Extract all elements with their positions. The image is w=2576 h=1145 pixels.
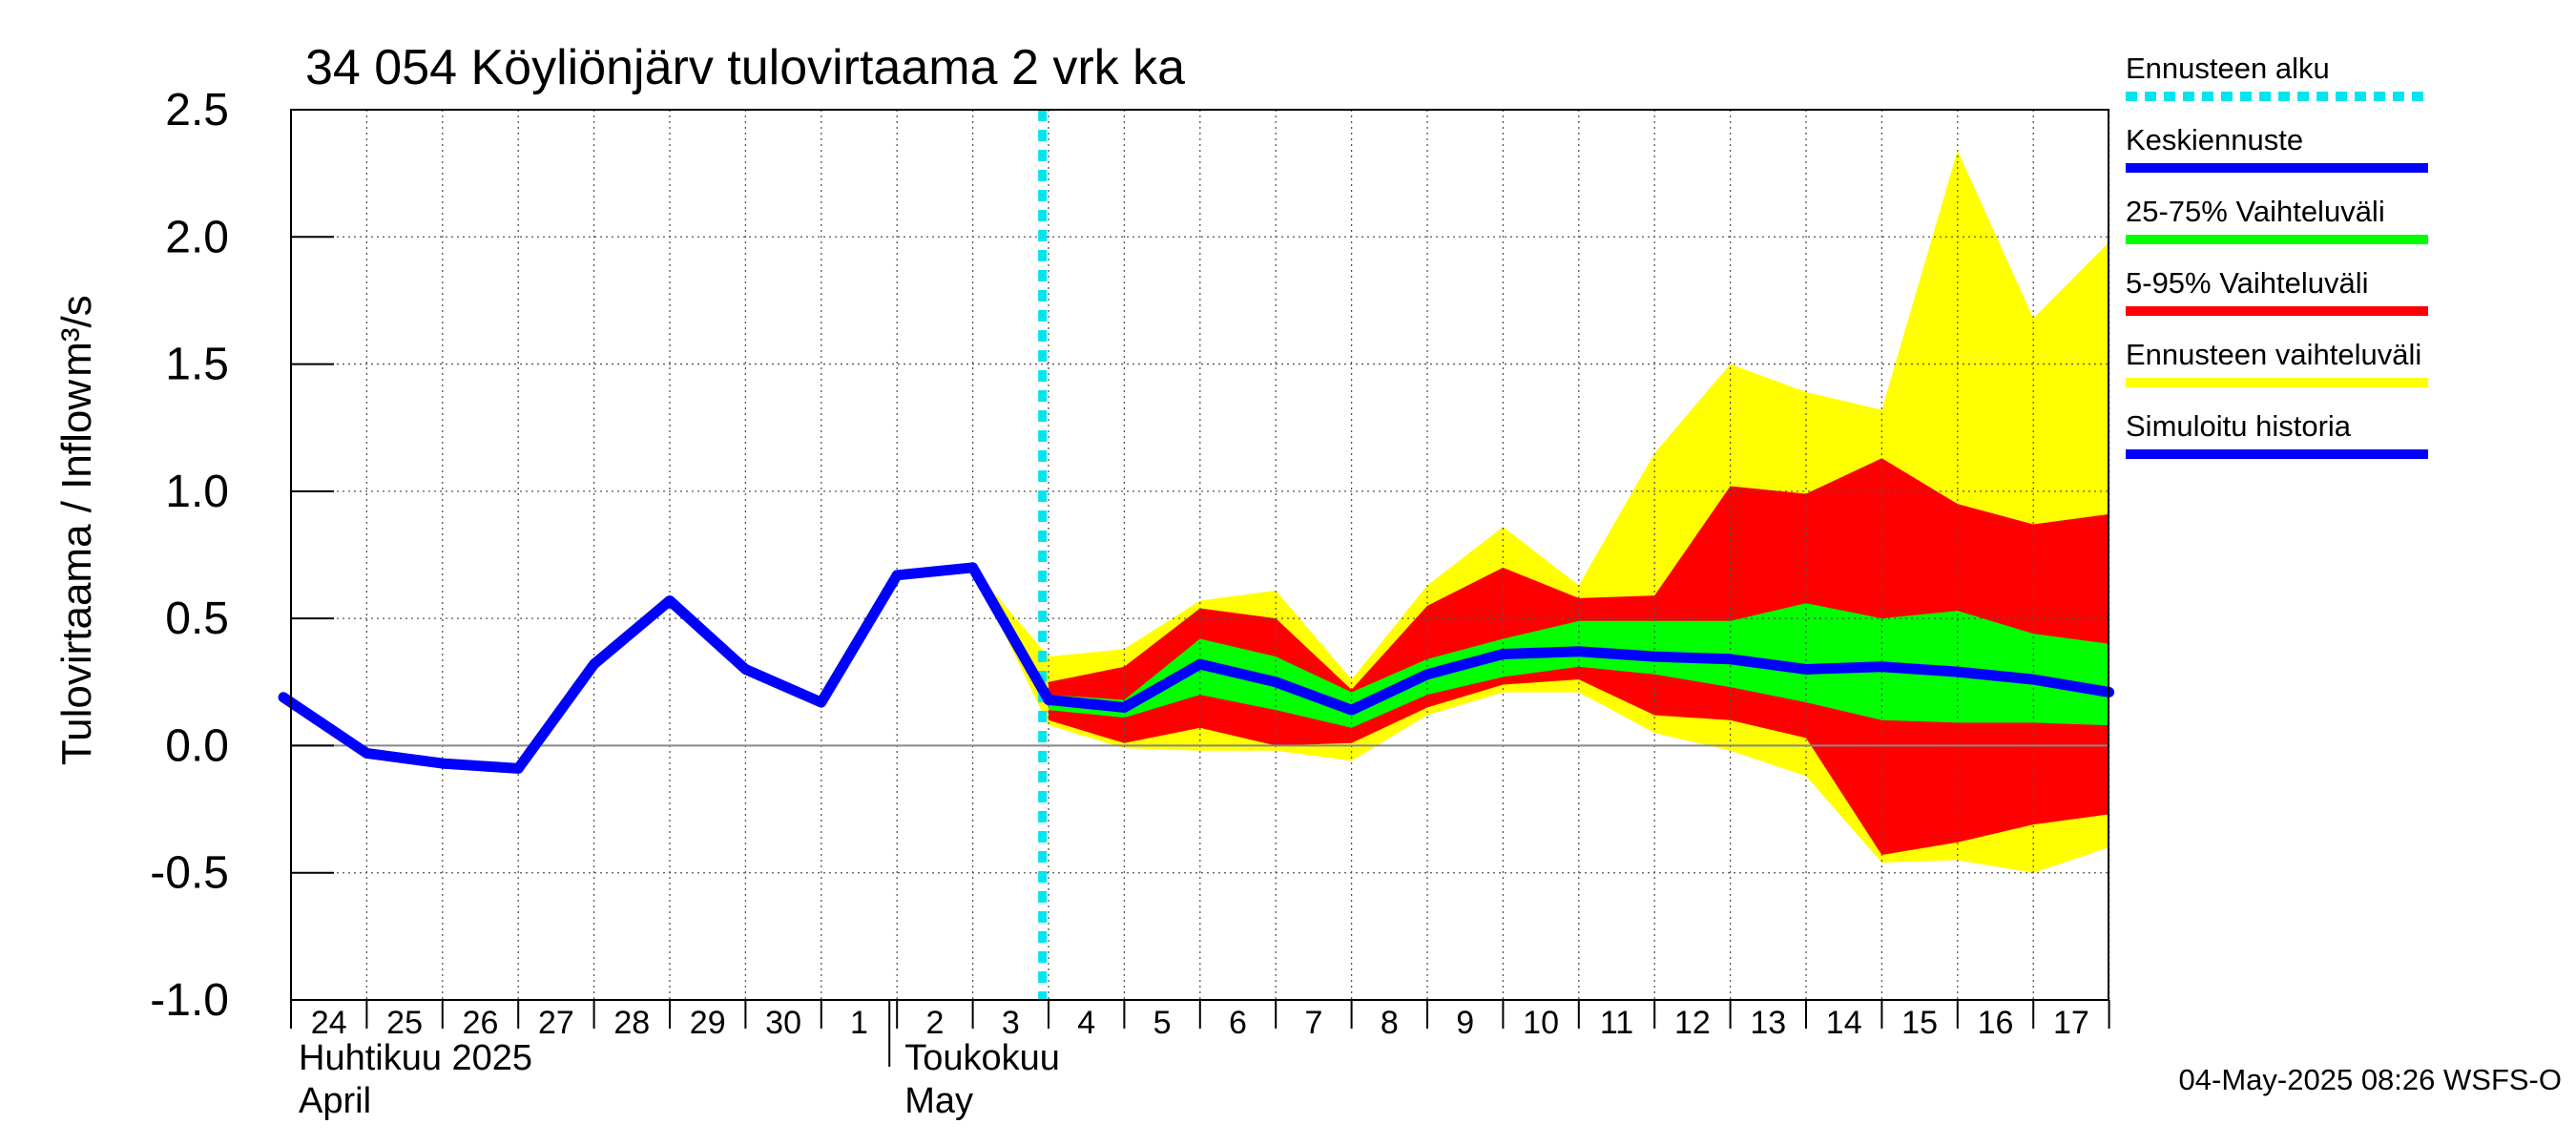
forecast-point [1805, 668, 1807, 671]
history-point [744, 668, 747, 671]
y-tick-label: 1.5 [165, 340, 229, 390]
month-label-en: May [904, 1081, 973, 1121]
history-point [971, 566, 974, 569]
x-tick-label: 7 [1304, 1005, 1322, 1041]
x-tick-label: 25 [386, 1005, 423, 1041]
plot-area: 2.52.01.51.00.50.0-0.5-1.0 24 25 26 27 28 29 30… [150, 85, 2115, 1121]
chart-title: 34 054 Köyliönjärv tulovirtaama 2 vrk ka [305, 40, 1185, 95]
forecast-point [1275, 680, 1278, 683]
history-point [669, 599, 671, 602]
x-tick-label: 14 [1826, 1005, 1862, 1041]
y-tick-label: -1.0 [150, 975, 229, 1026]
history-point [592, 663, 595, 666]
x-tick-label: 4 [1077, 1005, 1095, 1041]
y-tick-label: 1.0 [165, 467, 229, 517]
history-point [820, 701, 822, 704]
forecast-point [1956, 671, 1959, 674]
history-point [365, 752, 368, 755]
x-tick-label: 24 [311, 1005, 347, 1041]
x-tick-label: 29 [690, 1005, 726, 1041]
history-point [441, 762, 444, 765]
timestamp-footer: 04-May-2025 08:26 WSFS-O [2179, 1063, 2562, 1096]
forecast-point [1653, 656, 1656, 658]
forecast-point [1198, 663, 1201, 666]
legend-label: Simuloitu historia [2126, 409, 2352, 443]
y-tick-label: 2.5 [165, 85, 229, 135]
x-tick-label: 10 [1523, 1005, 1559, 1041]
y-tick-label: 2.0 [165, 212, 229, 262]
x-tick-label: 15 [1901, 1005, 1938, 1041]
x-tick-label: 26 [463, 1005, 499, 1041]
x-tick-label: 6 [1229, 1005, 1247, 1041]
month-label-fi: Huhtikuu 2025 [299, 1038, 532, 1078]
x-tick-label: 1 [850, 1005, 868, 1041]
y-axis-unit: m³/s [53, 295, 100, 377]
legend-label: Ennusteen alku [2126, 52, 2330, 85]
legend-label: Ennusteen vaihteluväli [2126, 338, 2421, 371]
x-tick-label: 17 [2053, 1005, 2089, 1041]
legend-label: Keskiennuste [2126, 123, 2303, 156]
x-tick-label: 5 [1153, 1005, 1172, 1041]
forecast-point [1729, 657, 1732, 660]
x-tick-label: 28 [613, 1005, 650, 1041]
y-tick-label: 0.0 [165, 720, 229, 771]
x-tick-label: 12 [1674, 1005, 1711, 1041]
forecast-point [1123, 706, 1126, 709]
history-point [517, 767, 520, 770]
forecast-point [1350, 709, 1353, 712]
forecast-point [1502, 653, 1505, 656]
x-tick-label: 9 [1456, 1005, 1474, 1041]
x-tick-label: 11 [1600, 1005, 1633, 1041]
history-point [896, 573, 899, 576]
y-axis-label: Tulovirtaama / Inflow [53, 380, 100, 766]
y-tick-label: 0.5 [165, 593, 229, 644]
history-point [282, 696, 285, 698]
y-tick-label: -0.5 [150, 848, 229, 899]
forecast-point [1880, 665, 1883, 668]
legend-label: 25-75% Vaihteluväli [2126, 195, 2385, 228]
forecast-point [1577, 650, 1580, 653]
forecast-point [1426, 673, 1428, 676]
legend-label: 5-95% Vaihteluväli [2126, 266, 2368, 300]
x-tick-label: 30 [765, 1005, 801, 1041]
month-label-fi: Toukokuu [904, 1038, 1060, 1078]
x-tick-label: 16 [1978, 1005, 2014, 1041]
x-tick-label: 27 [538, 1005, 574, 1041]
forecast-point [1048, 698, 1049, 701]
x-tick-label: 3 [1002, 1005, 1020, 1041]
chart-legend: Ennusteen alku Keskiennuste 25-75% Vaihtel… [2126, 52, 2428, 459]
month-label-en: April [299, 1081, 371, 1121]
x-tick-label: 8 [1381, 1005, 1399, 1041]
x-tick-label: 2 [925, 1005, 944, 1041]
forecast-point [2032, 678, 2035, 681]
x-tick-label: 13 [1750, 1005, 1786, 1041]
